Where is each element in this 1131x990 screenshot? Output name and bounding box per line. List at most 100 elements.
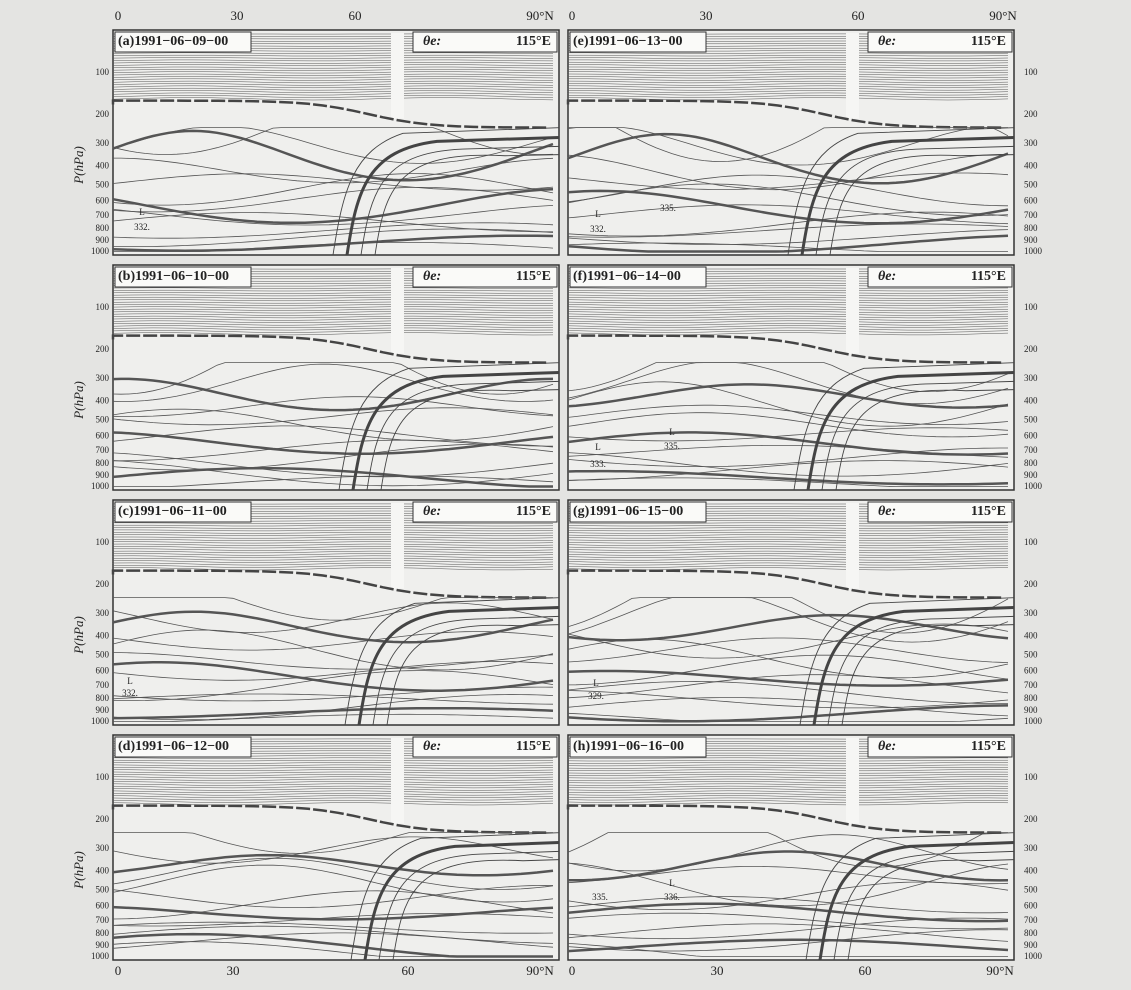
y-tick-label: 300 xyxy=(96,608,110,618)
y-tick-label: 600 xyxy=(96,196,110,206)
x-tick-label: 0 xyxy=(569,963,576,978)
label-strip xyxy=(846,268,859,354)
y-tick-label: 300 xyxy=(96,138,110,148)
y-tick-label: 1000 xyxy=(91,951,110,961)
x-tick-label: 30 xyxy=(711,963,724,978)
y-tick-label: 600 xyxy=(1024,431,1038,441)
y-tick-label: 800 xyxy=(96,458,110,468)
panel-label: (h)1991−06−16−00 xyxy=(573,739,684,754)
y-tick-label: 1000 xyxy=(91,481,110,491)
y-tick-label: 100 xyxy=(96,772,110,782)
y-tick-label: 200 xyxy=(1024,109,1038,119)
panel-frame xyxy=(568,30,1014,255)
label-strip xyxy=(391,503,404,589)
y-tick-label: 100 xyxy=(96,302,110,312)
y-tick-label: 600 xyxy=(96,901,110,911)
x-tick-label: 0 xyxy=(115,8,122,23)
variable-label: θe: xyxy=(423,504,441,519)
label-strip xyxy=(846,33,859,119)
y-tick-label: 400 xyxy=(1024,396,1038,406)
longitude-label: 115°E xyxy=(971,34,1006,49)
contour-annotation: 333. xyxy=(590,459,606,469)
y-tick-label: 300 xyxy=(96,843,110,853)
y-tick-label: 800 xyxy=(1024,693,1038,703)
y-tick-label: 800 xyxy=(96,928,110,938)
y-tick-label: 500 xyxy=(96,649,110,659)
contour-annotation: 335. xyxy=(660,203,676,213)
x-tick-label: 90°N xyxy=(989,8,1017,23)
longitude-label: 115°E xyxy=(971,269,1006,284)
contour-annotation: 335. xyxy=(592,892,608,902)
y-tick-label: 500 xyxy=(1024,179,1038,189)
x-tick-label: 60 xyxy=(402,963,415,978)
y-tick-label: 300 xyxy=(1024,843,1038,853)
y-tick-label: 800 xyxy=(1024,928,1038,938)
y-tick-label: 700 xyxy=(1024,445,1038,455)
y-tick-label: 300 xyxy=(96,373,110,383)
y-tick-label: 500 xyxy=(96,179,110,189)
contour-annotation: 332. xyxy=(122,688,138,698)
y-tick-label: 500 xyxy=(96,414,110,424)
panel-frame xyxy=(568,500,1014,725)
y-tick-label: 400 xyxy=(96,631,110,641)
y-tick-label: 900 xyxy=(1024,470,1038,480)
y-axis-title: P(hPa) xyxy=(71,851,86,890)
y-tick-label: 200 xyxy=(1024,344,1038,354)
y-tick-label: 1000 xyxy=(1024,246,1043,256)
panel-frame xyxy=(568,735,1014,960)
y-tick-label: 400 xyxy=(96,161,110,171)
y-tick-label: 100 xyxy=(1024,302,1038,312)
x-tick-label: 30 xyxy=(231,8,244,23)
variable-label: θe: xyxy=(878,504,896,519)
y-tick-label: 900 xyxy=(1024,235,1038,245)
y-tick-label: 300 xyxy=(1024,608,1038,618)
panel-label: (b)1991−06−10−00 xyxy=(118,269,229,284)
y-tick-label: 1000 xyxy=(1024,951,1043,961)
y-tick-label: 400 xyxy=(96,396,110,406)
y-tick-label: 400 xyxy=(96,866,110,876)
contour-annotation: 332. xyxy=(590,224,606,234)
y-tick-label: 900 xyxy=(1024,705,1038,715)
y-tick-label: 1000 xyxy=(1024,481,1043,491)
y-tick-label: 600 xyxy=(1024,196,1038,206)
panel-label: (c)1991−06−11−00 xyxy=(118,504,227,519)
variable-label: θe: xyxy=(878,269,896,284)
variable-label: θe: xyxy=(423,269,441,284)
x-tick-label: 90°N xyxy=(986,963,1014,978)
contour-annotation: L xyxy=(593,678,599,688)
y-tick-label: 900 xyxy=(96,705,110,715)
y-tick-label: 900 xyxy=(96,940,110,950)
panel: (b)1991−06−10−00θe:115°E1002003004005006… xyxy=(71,265,559,491)
contour-annotation: 329. xyxy=(588,691,604,701)
variable-label: θe: xyxy=(878,34,896,49)
x-tick-label: 0 xyxy=(569,8,576,23)
panel: (h)1991−06−16−00θe:115°E335.L336.1002003… xyxy=(568,735,1043,961)
y-tick-label: 600 xyxy=(1024,666,1038,676)
longitude-label: 115°E xyxy=(971,739,1006,754)
y-tick-label: 300 xyxy=(1024,138,1038,148)
y-tick-label: 100 xyxy=(1024,772,1038,782)
y-tick-label: 200 xyxy=(1024,579,1038,589)
label-strip xyxy=(846,738,859,824)
panel: (d)1991−06−12−00θe:115°E1002003004005006… xyxy=(71,735,559,961)
contour-annotation: L xyxy=(127,676,133,686)
y-tick-label: 200 xyxy=(96,814,110,824)
y-tick-label: 400 xyxy=(1024,866,1038,876)
panel-frame xyxy=(568,265,1014,490)
x-tick-label: 0 xyxy=(115,963,122,978)
y-tick-label: 600 xyxy=(96,666,110,676)
variable-label: θe: xyxy=(423,34,441,49)
y-axis-title: P(hPa) xyxy=(71,616,86,655)
label-strip xyxy=(391,268,404,354)
contour-annotation: L xyxy=(139,207,145,217)
panel: (c)1991−06−11−00θe:115°EL332.10020030040… xyxy=(71,500,559,726)
x-tick-label: 60 xyxy=(859,963,872,978)
panel-label: (e)1991−06−13−00 xyxy=(573,34,682,49)
y-tick-label: 900 xyxy=(1024,940,1038,950)
y-tick-label: 900 xyxy=(96,470,110,480)
y-tick-label: 200 xyxy=(96,579,110,589)
contour-annotation: 332. xyxy=(134,222,150,232)
y-tick-label: 700 xyxy=(1024,210,1038,220)
panel-label: (d)1991−06−12−00 xyxy=(118,739,229,754)
x-tick-label: 60 xyxy=(852,8,865,23)
